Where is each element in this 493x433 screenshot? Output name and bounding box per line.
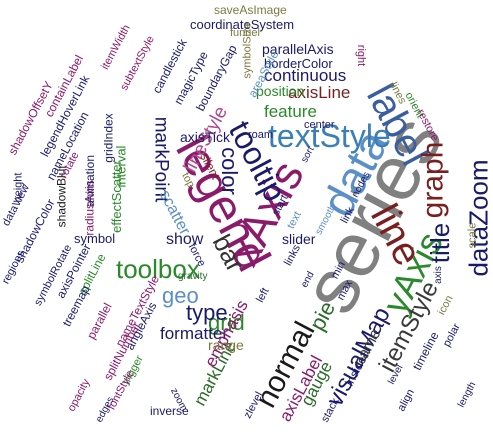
word: coordinateSystem: [190, 17, 295, 32]
word: geo: [162, 283, 199, 308]
word: grid: [208, 310, 245, 335]
word: stack: [319, 396, 342, 425]
word: show: [166, 231, 204, 248]
word: right: [355, 44, 368, 67]
word: roam: [248, 129, 274, 141]
word: symbol: [74, 231, 116, 246]
word: parallel: [84, 300, 115, 342]
word: funnel: [230, 27, 260, 39]
word: height: [12, 172, 25, 203]
word: center: [304, 119, 335, 131]
word: toolbox: [116, 254, 200, 284]
word: type: [186, 300, 228, 325]
word: slider: [282, 231, 316, 247]
word: feature: [264, 102, 317, 121]
word: align: [395, 387, 417, 414]
word: polar: [440, 321, 463, 349]
word: itemWidth: [99, 22, 133, 72]
word: color: [216, 147, 242, 195]
word: scatter: [155, 187, 194, 238]
word: left: [254, 285, 272, 305]
word: opacity: [65, 377, 93, 414]
word: scale: [466, 222, 479, 249]
word: textStyle: [268, 118, 391, 154]
word: axis: [432, 266, 444, 284]
word: effectScatter: [108, 160, 124, 233]
word: animation: [83, 154, 98, 208]
word: inverse: [150, 404, 189, 418]
word: regions: [0, 248, 28, 287]
word: gravity: [178, 271, 208, 282]
word: graph: [416, 141, 450, 219]
word: continuous: [264, 66, 347, 85]
word: formatter: [160, 324, 229, 343]
word: borderColor: [264, 56, 333, 71]
word: axisLine: [288, 83, 351, 102]
word: position: [256, 83, 305, 99]
word: zlevel: [241, 390, 266, 421]
word: length: [455, 380, 479, 410]
word: axisTick: [180, 129, 231, 145]
word: title: [425, 222, 456, 264]
word: dataZoom: [463, 159, 493, 277]
word: range: [208, 337, 244, 353]
word: symbolSize: [241, 22, 254, 79]
word: parallelAxis: [262, 41, 334, 57]
word: saveAsImage: [214, 3, 287, 17]
